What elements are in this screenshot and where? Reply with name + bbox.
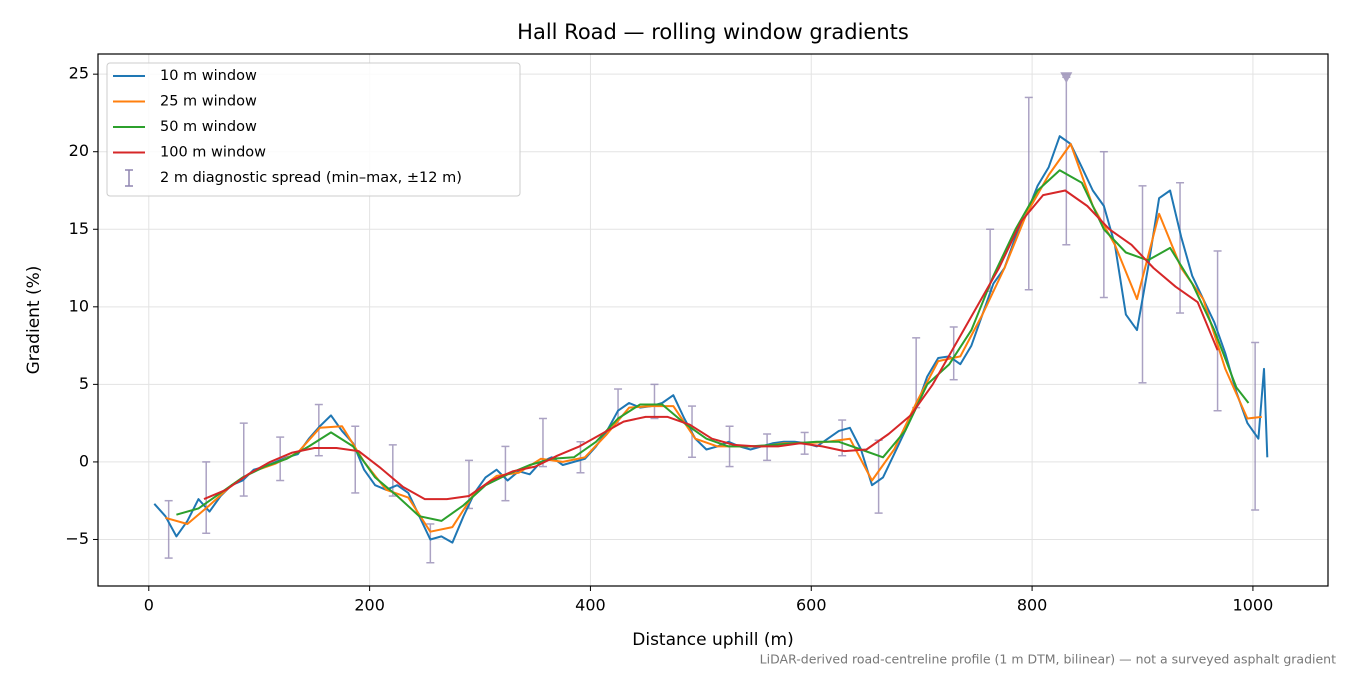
error-bar: [949, 326, 958, 381]
error-bar: [1024, 96, 1033, 291]
y-axis-label: Gradient (%): [24, 266, 44, 375]
series-line: [203, 189, 1219, 501]
y-tick-label: 5: [79, 374, 89, 393]
y-tick-label: 20: [69, 141, 89, 160]
x-tick-label: 600: [796, 596, 827, 615]
error-bar: [276, 436, 285, 482]
error-bar: [650, 383, 659, 420]
legend-label: 2 m diagnostic spread (min–max, ±12 m): [160, 170, 462, 186]
error-bar: [1176, 181, 1185, 314]
legend-label: 50 m window: [160, 119, 257, 135]
y-tick-label: 0: [79, 451, 89, 470]
x-axis-label: Distance uphill (m): [632, 630, 793, 650]
error-bar: [1251, 341, 1260, 511]
legend-label: 25 m window: [160, 94, 257, 110]
x-tick-label: 0: [144, 596, 154, 615]
error-bar: [1060, 72, 1073, 246]
x-tick-label: 1000: [1233, 596, 1274, 615]
y-tick-label: 25: [69, 64, 89, 83]
x-tick-label: 800: [1017, 596, 1048, 615]
chart-title: Hall Road — rolling window gradients: [517, 20, 909, 44]
y-tick-label: 10: [69, 296, 89, 315]
footnote: LiDAR-derived road-centreline profile (1…: [760, 652, 1336, 667]
error-bar: [164, 499, 173, 559]
error-bar: [1138, 185, 1147, 384]
legend-label: 100 m window: [160, 145, 266, 161]
legend-box: [106, 62, 521, 197]
y-tick-label: 15: [69, 219, 89, 238]
y-tick-label: −5: [65, 529, 89, 548]
error-bar: [351, 425, 360, 494]
plot-frame: [97, 53, 1329, 587]
error-bar: [239, 422, 248, 497]
clip-marker: [1060, 72, 1073, 84]
x-tick-label: 200: [354, 596, 385, 615]
series-line: [165, 143, 1262, 533]
legend-label: 10 m window: [160, 68, 257, 84]
x-tick-label: 400: [575, 596, 606, 615]
